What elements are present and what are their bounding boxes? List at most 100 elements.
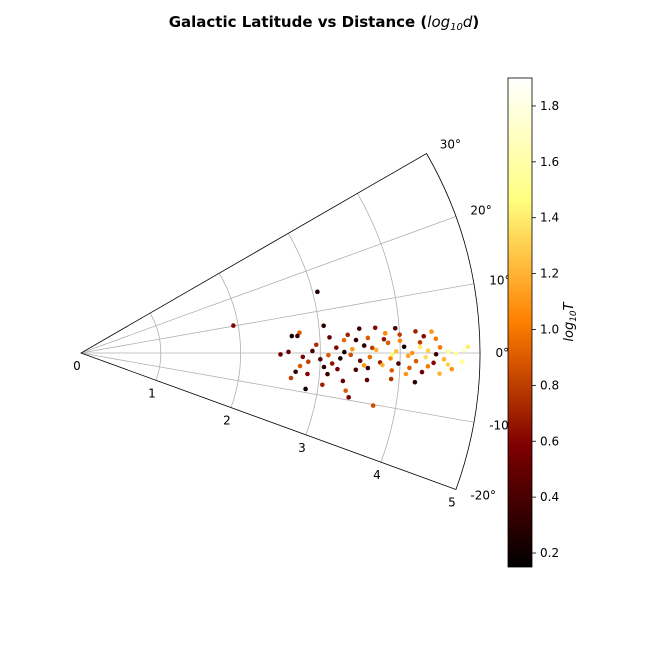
data-point (364, 377, 370, 383)
radial-tick-label: 0 (73, 359, 81, 373)
angular-gridline (80, 352, 475, 423)
data-point (425, 348, 431, 353)
data-point (345, 332, 351, 338)
data-point (392, 325, 398, 331)
data-point (335, 366, 340, 372)
polar-grid (80, 193, 480, 463)
colorbar: 0.2 0.4 0.6 0.8 1.0 1.2 1.4 1.6 1.8 log10T (507, 77, 579, 568)
data-point (389, 368, 395, 373)
data-point (341, 337, 347, 343)
data-point (373, 347, 379, 353)
data-point (288, 375, 294, 381)
data-point (431, 360, 436, 366)
data-point (337, 356, 343, 361)
data-point (381, 336, 387, 342)
data-point (433, 351, 439, 357)
angular-tick-label: 20° (470, 204, 491, 218)
data-point (278, 352, 283, 357)
data-point (321, 323, 326, 329)
data-point (388, 376, 394, 382)
data-point (343, 388, 348, 393)
data-point (327, 335, 332, 340)
data-point (417, 340, 423, 345)
radial-tick-label: 4 (373, 468, 381, 482)
data-point (433, 336, 439, 342)
data-point (361, 343, 367, 348)
data-point (289, 333, 295, 339)
data-point (413, 358, 419, 364)
data-point (396, 361, 401, 366)
data-point (357, 358, 363, 364)
data-point (453, 351, 459, 356)
data-point (286, 349, 291, 355)
data-point (460, 359, 465, 364)
data-point (365, 335, 371, 341)
colorbar-tick-label: 0.4 (540, 490, 559, 504)
angular-tick-label: 30° (440, 138, 461, 152)
radial-tick-label: 5 (448, 495, 456, 509)
data-point (356, 326, 362, 331)
radial-tick-label: 1 (148, 386, 156, 400)
data-point (353, 337, 359, 343)
angular-tick-label: 0° (496, 346, 510, 360)
data-point (353, 367, 359, 373)
data-point (385, 340, 391, 346)
chart-title: Galactic Latitude vs Distance (log10d) (169, 13, 480, 33)
angular-tick-label: 10° (489, 274, 510, 288)
data-point (380, 362, 385, 368)
data-point (369, 345, 375, 351)
colorbar-ticks: 0.2 0.4 0.6 0.8 1.0 1.2 1.4 1.6 1.8 (532, 99, 559, 560)
data-point (388, 356, 393, 361)
data-point (397, 332, 402, 337)
data-point (342, 349, 347, 355)
data-point (423, 354, 429, 360)
data-point (305, 359, 311, 365)
data-point (407, 365, 412, 371)
colorbar-tick-label: 1.4 (540, 211, 559, 225)
data-point (412, 379, 418, 385)
data-point (417, 344, 423, 350)
colorbar-tick-label: 0.6 (540, 434, 559, 448)
data-point (349, 346, 355, 352)
colorbar-tick-label: 1.2 (540, 267, 559, 281)
data-point (325, 371, 330, 377)
radial-tick-label: 3 (298, 441, 306, 455)
data-point (461, 348, 467, 353)
data-point (445, 362, 451, 367)
colorbar-tick-label: 1.8 (540, 99, 559, 113)
data-point (313, 342, 319, 348)
data-point (429, 329, 434, 334)
data-point (320, 382, 325, 388)
data-point (346, 395, 351, 400)
data-point (231, 323, 236, 328)
data-point (401, 344, 407, 350)
data-point (315, 289, 320, 295)
polar-frame (80, 152, 481, 490)
data-point (419, 369, 425, 375)
angular-gridline (80, 283, 475, 354)
data-point (329, 361, 335, 366)
data-point (425, 364, 431, 369)
radial-gridline (357, 193, 401, 463)
polar-outline (80, 152, 481, 490)
colorbar-tick-label: 0.8 (540, 378, 559, 392)
radial-gridline (287, 233, 321, 436)
data-point (421, 333, 427, 339)
radial-tick-label: 2 (223, 414, 231, 428)
data-point (365, 365, 371, 371)
data-point (297, 363, 303, 369)
data-point (445, 349, 451, 355)
radial-gridline (149, 312, 162, 381)
data-point (403, 371, 409, 377)
colorbar-tick-label: 1.6 (540, 155, 559, 169)
data-point (334, 345, 339, 350)
data-point (393, 349, 399, 354)
data-point (389, 352, 395, 357)
data-point (321, 364, 327, 370)
data-point (300, 354, 306, 360)
scatter-points (231, 289, 483, 408)
data-point (465, 344, 471, 350)
angular-gridline (80, 216, 457, 354)
data-point (397, 338, 403, 344)
